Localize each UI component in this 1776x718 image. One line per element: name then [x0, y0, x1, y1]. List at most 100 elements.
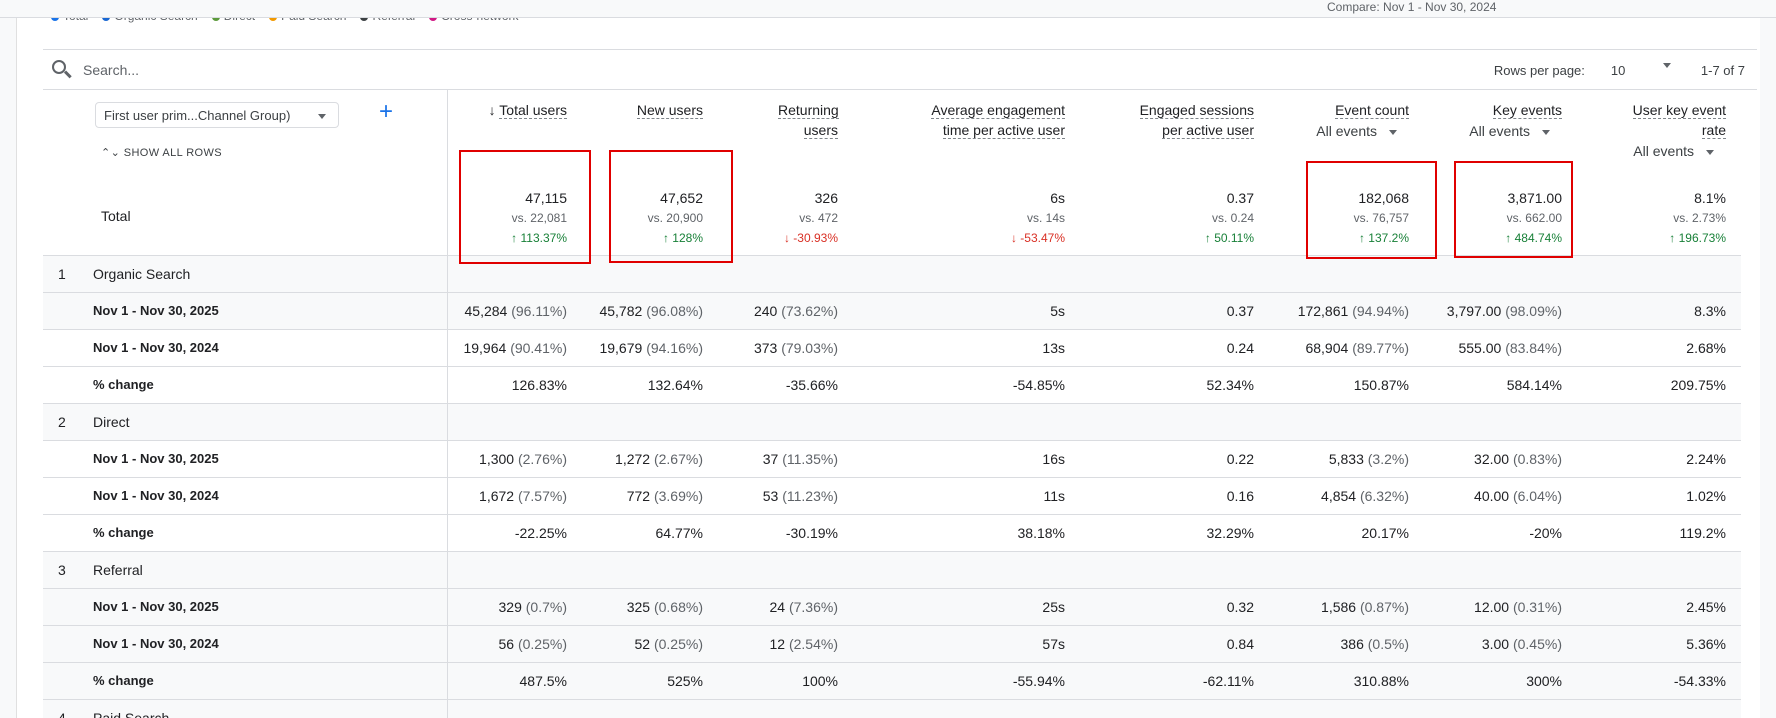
row-label: Nov 1 - Nov 30, 2025 [93, 599, 219, 614]
dimension-select[interactable]: First user prim...Channel Group) [95, 102, 339, 128]
empty-cell [1409, 403, 1562, 440]
metric-value: -62.11% [1203, 673, 1254, 689]
event-filter-select[interactable]: All events [1254, 123, 1397, 139]
empty-cell [838, 551, 1065, 588]
column-sort-header[interactable]: Key events [1493, 100, 1562, 120]
legend-label: Referral [372, 18, 415, 23]
metric-value: 0.84 [1227, 636, 1254, 652]
metric-share: (73.62%) [781, 303, 838, 319]
metric-cell: 32.29% [1065, 514, 1254, 551]
column-sort-header[interactable]: Average engagement time per active user [915, 100, 1065, 140]
column-sort-header[interactable]: User key event rate [1631, 100, 1726, 140]
row-label-cell: Nov 1 - Nov 30, 2025 [43, 440, 447, 477]
search-input[interactable] [83, 62, 583, 78]
change-percent: 50.11% [1214, 231, 1254, 245]
empty-cell [1065, 255, 1254, 292]
metric-share: (0.7%) [526, 599, 567, 615]
row-label-cell: Nov 1 - Nov 30, 2024 [43, 329, 447, 366]
total-value: 6s [1011, 188, 1065, 208]
metric-value: 772 [627, 488, 650, 504]
empty-cell [1562, 551, 1741, 588]
metric-value: 4,854 [1321, 488, 1356, 504]
empty-cell [1562, 403, 1741, 440]
metric-value: 52.34% [1207, 377, 1254, 393]
column-sort-header[interactable]: Returning users [778, 100, 838, 140]
empty-cell [1409, 255, 1562, 292]
legend-item[interactable]: Paid Search [269, 18, 346, 23]
metric-cell: 11s [838, 477, 1065, 514]
column-sort-header[interactable]: Engaged sessions per active user [1129, 100, 1254, 140]
metric-cell: 2.24% [1562, 440, 1741, 477]
empty-cell [1254, 403, 1409, 440]
row-label: % change [93, 525, 154, 540]
metric-value: 13s [1042, 340, 1065, 356]
metric-share: (0.5%) [1368, 636, 1409, 652]
legend-marker-icon [360, 18, 368, 21]
add-dimension-button[interactable]: + [379, 98, 393, 126]
row-label: Nov 1 - Nov 30, 2025 [93, 303, 219, 318]
legend-item[interactable]: Total [51, 18, 88, 23]
row-label-cell: % change [43, 514, 447, 551]
metric-share: (79.03%) [781, 340, 838, 356]
metric-cell: 24 (7.36%) [703, 588, 838, 625]
metric-value: 19,964 [463, 340, 506, 356]
row-label-cell: Nov 1 - Nov 30, 2025 [43, 588, 447, 625]
metric-cell: 40.00 (6.04%) [1409, 477, 1562, 514]
column-sort-header[interactable]: ↓ Total users [489, 100, 567, 120]
table-row[interactable]: % change-22.25%64.77%-30.19%38.18%32.29%… [43, 514, 1741, 551]
row-label-cell: Nov 1 - Nov 30, 2025 [43, 292, 447, 329]
metric-value: 310.88% [1354, 673, 1409, 689]
event-filter-select[interactable]: All events [1409, 123, 1550, 139]
metric-cell: 0.37 [1065, 292, 1254, 329]
event-filter-select[interactable]: All events [1562, 143, 1714, 159]
table-row[interactable]: Nov 1 - Nov 30, 2025 329 (0.7%)325 (0.68%… [43, 588, 1741, 625]
channel-name: Organic Search [93, 266, 190, 282]
legend-item[interactable]: Organic Search [102, 18, 197, 23]
column-sort-header[interactable]: Event count [1335, 100, 1409, 120]
legend-item[interactable]: Direct [212, 18, 255, 23]
metric-value: 329 [499, 599, 522, 615]
metric-cell: 45,284 (96.11%) [447, 292, 567, 329]
column-header-average-engagement-time-per-active-user: Average engagement time per active user 6… [838, 90, 1065, 255]
legend-item[interactable]: Cross-network [429, 18, 518, 23]
metric-share: (7.57%) [518, 488, 567, 504]
top-bar: Compare: Nov 1 - Nov 30, 2024 [0, 0, 1776, 18]
rows-per-page-select[interactable]: 10 [1611, 63, 1671, 78]
metric-cell: 487.5% [447, 662, 567, 699]
metric-value: 1.02% [1686, 488, 1726, 504]
metric-cell: 325 (0.68%) [567, 588, 703, 625]
metric-cell: 68,904 (89.77%) [1254, 329, 1409, 366]
column-title: Event count [1335, 102, 1409, 119]
highlight-box-key-events [1454, 161, 1573, 258]
change-value: ↓ -53.47% [1011, 228, 1065, 248]
column-sort-header[interactable]: New users [637, 100, 703, 120]
metric-value: 172,861 [1298, 303, 1349, 319]
metric-share: (0.45%) [1513, 636, 1562, 652]
dropdown-arrow-icon [1706, 150, 1714, 155]
comparison-value: vs. 0.24 [1205, 208, 1254, 228]
empty-cell [1254, 255, 1409, 292]
metric-value: 1,586 [1321, 599, 1356, 615]
metric-value: 300% [1526, 673, 1562, 689]
metric-cell: 555.00 (83.84%) [1409, 329, 1562, 366]
show-all-rows-button[interactable]: ⌃⌄ SHOW ALL ROWS [101, 146, 222, 159]
row-label-cell: Nov 1 - Nov 30, 2024 [43, 625, 447, 662]
legend-item[interactable]: Referral [360, 18, 415, 23]
metric-cell: -54.85% [838, 366, 1065, 403]
page-range: 1-7 of 7 [1701, 63, 1745, 78]
empty-cell [1065, 551, 1254, 588]
metric-share: (7.36%) [789, 599, 838, 615]
